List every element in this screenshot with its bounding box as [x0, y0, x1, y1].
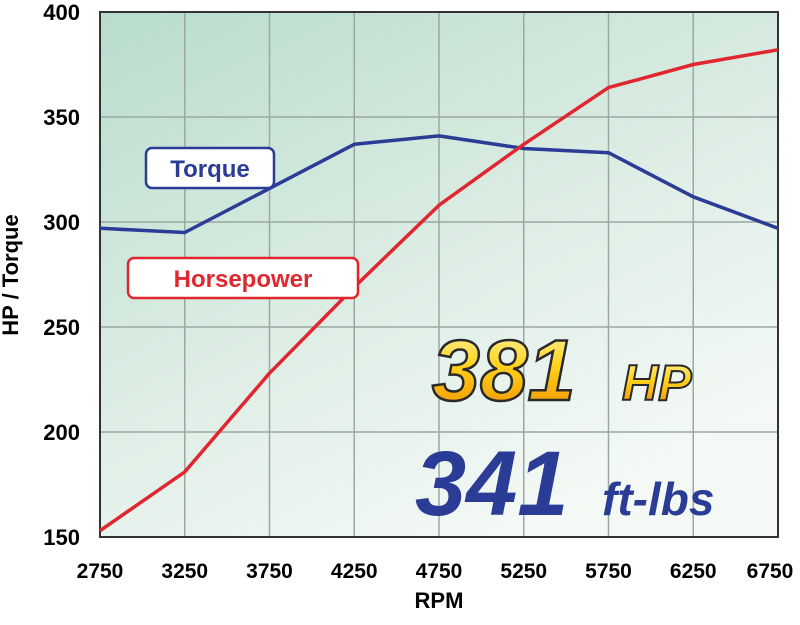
- series-label: Horsepower: [174, 266, 313, 293]
- y-tick-label: 350: [43, 105, 80, 130]
- x-tick-label: 6250: [670, 560, 717, 583]
- x-tick-label: 3750: [246, 560, 293, 583]
- y-axis-title: HP / Torque: [0, 214, 23, 335]
- series-line: [99, 134, 779, 235]
- hp-value: 381: [432, 323, 576, 419]
- y-tick-label: 400: [43, 0, 80, 25]
- hp-unit: HP: [622, 355, 692, 411]
- plot-frame: [99, 11, 779, 538]
- x-tick-label: 2750: [77, 560, 124, 583]
- x-tick-label: 5750: [585, 560, 632, 583]
- series-label-box: [144, 146, 276, 190]
- x-tick-label: 6750: [747, 560, 794, 583]
- y-tick-label: 300: [43, 210, 80, 235]
- torque-value: 341: [415, 433, 569, 535]
- x-tick-label: 4250: [331, 560, 378, 583]
- x-tick-label: 4750: [416, 560, 463, 583]
- y-tick-label: 200: [43, 420, 80, 445]
- x-tick-label: 5250: [500, 560, 547, 583]
- series-label: Torque: [170, 156, 250, 183]
- torque-unit: ft-lbs: [602, 473, 714, 525]
- series-label-box: [126, 256, 360, 300]
- x-tick-label: 3250: [161, 560, 208, 583]
- x-axis-title: RPM: [415, 588, 464, 613]
- y-tick-label: 150: [43, 525, 80, 550]
- series-line: [99, 48, 779, 533]
- y-tick-label: 250: [43, 315, 80, 340]
